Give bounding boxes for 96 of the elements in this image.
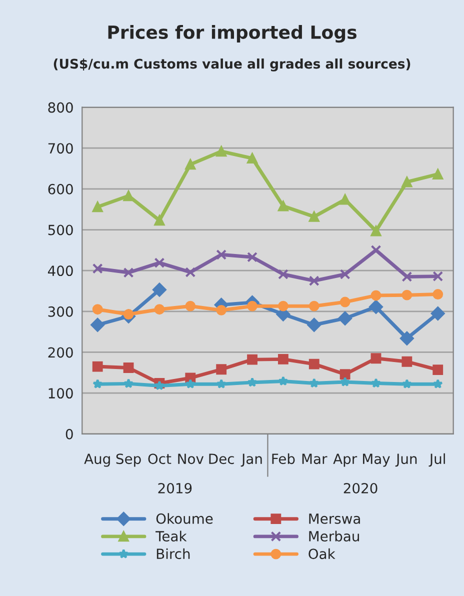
legend-label: Teak [156,530,187,542]
point [369,300,383,314]
point [308,276,320,286]
point [124,378,134,388]
point [308,300,320,312]
y-tick-label: 200 [48,347,73,358]
y-tick-label: 0 [66,428,73,440]
point [340,376,350,386]
y-tick-label: 300 [48,306,73,317]
point [308,358,320,370]
point [92,263,103,274]
point [370,378,381,388]
point [278,354,288,364]
text: 2020 [344,482,378,494]
point [432,364,444,376]
point [216,304,227,316]
x-tick-label: May [363,454,390,467]
point [340,369,350,380]
x-tick-label: Sep [116,454,141,467]
point [309,378,320,388]
point [402,271,412,282]
x-tick-label: Oct [148,454,172,464]
point [92,304,103,315]
point [307,318,322,332]
legend-label: Birch [156,548,190,560]
point [340,296,350,308]
point [247,354,258,365]
point [123,267,134,278]
point [402,290,412,300]
point [278,300,288,312]
point [90,318,105,332]
point [185,372,196,384]
y-tick-label: 600 [48,184,73,194]
point [92,202,103,212]
point [185,267,196,278]
x-tick-label: Jun [395,454,417,467]
point [154,215,165,226]
point [278,376,288,386]
y-tick-label: 500 [48,224,73,236]
x-tick-label: Apr [333,454,358,467]
point [340,194,350,205]
text: 2019 [158,482,192,494]
chart-subtitle: (US$/cu.m Customs value all grades all sources) [54,58,410,72]
y-tick-label: 400 [48,266,73,276]
point [185,378,196,388]
point [216,146,227,157]
point [338,311,352,326]
point [402,356,412,367]
x-tick-label: Dec [209,454,234,464]
point [154,258,165,268]
y-tick-label: 100 [48,388,73,399]
point [370,353,382,364]
point [400,331,414,346]
point [247,252,258,262]
point [92,361,103,372]
point [185,300,196,312]
point [370,244,382,256]
x-tick-label: Jul [428,453,445,467]
point [247,377,258,387]
point [340,269,350,280]
y-tick-label: 700 [48,143,73,154]
point [216,378,226,388]
y-tick-label: 800 [48,102,73,113]
point [430,306,445,320]
point [432,271,444,282]
point [370,290,382,301]
legend-label: Oak [308,548,336,560]
point [432,378,443,388]
point [185,159,196,170]
point [278,269,288,280]
point [247,300,258,312]
chart-title: Prices for imported Logs [108,25,356,43]
point [308,211,320,222]
x-tick-label: Mar [302,454,328,464]
point [432,169,444,180]
point [216,364,227,375]
point [432,289,444,300]
x-tick-label: Feb [272,453,295,464]
point [92,378,103,388]
x-tick-label: Aug [84,454,110,467]
legend-label: Merbau [309,530,359,542]
point [123,190,134,202]
point [152,282,166,297]
legend-label: Merswa [309,514,360,524]
point [370,226,382,236]
point [247,153,258,164]
point [216,249,227,260]
point [402,378,412,388]
point [402,176,412,188]
point [123,362,134,373]
point [278,200,288,212]
point [154,380,164,390]
point [154,304,165,315]
x-tick-label: Nov [178,454,204,464]
legend-label: Okoume [156,513,213,524]
x-tick-label: Jan [240,454,262,467]
